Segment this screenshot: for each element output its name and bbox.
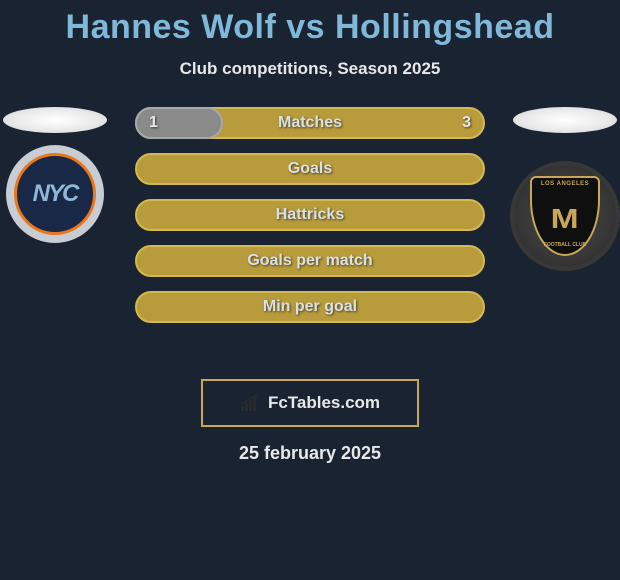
stat-row: Min per goal xyxy=(135,291,485,323)
club-badge-left: NYC xyxy=(6,145,104,243)
stat-label: Hattricks xyxy=(135,199,485,231)
stat-label: Goals per match xyxy=(135,245,485,277)
club-badge-right: LOS ANGELES M FOOTBALL CLUB xyxy=(510,161,620,271)
club-right-wing-icon: M xyxy=(551,205,579,233)
chart-icon xyxy=(240,394,262,412)
player-left-name-pill xyxy=(3,107,107,133)
comparison-content: NYC LOS ANGELES M FOOTBALL CLUB Matches1… xyxy=(0,107,620,367)
player-left-slot: NYC xyxy=(0,107,110,243)
club-right-bottom-text: FOOTBALL CLUB xyxy=(544,242,586,248)
club-badge-right-shield: LOS ANGELES M FOOTBALL CLUB xyxy=(530,176,600,256)
stat-value-left: 1 xyxy=(149,107,158,139)
stat-label: Goals xyxy=(135,153,485,185)
player-right-slot: LOS ANGELES M FOOTBALL CLUB xyxy=(510,107,620,271)
page-title: Hannes Wolf vs Hollingshead xyxy=(0,0,620,47)
stat-row: Hattricks xyxy=(135,199,485,231)
stat-row: Matches1 3 xyxy=(135,107,485,139)
club-right-top-text: LOS ANGELES xyxy=(541,181,589,187)
stat-bars: Matches1 3 Goals Hattricks Goals per match Mi… xyxy=(135,107,485,337)
stat-row: Goals xyxy=(135,153,485,185)
stat-row: Goals per match xyxy=(135,245,485,277)
stat-label: Matches xyxy=(135,107,485,139)
branding-text: FcTables.com xyxy=(268,393,380,413)
stat-value-right: 3 xyxy=(462,107,471,139)
club-badge-left-inner: NYC xyxy=(14,153,96,235)
club-left-abbrev: NYC xyxy=(33,180,78,208)
player-right-name-pill xyxy=(513,107,617,133)
date-text: 25 february 2025 xyxy=(0,443,620,464)
subtitle: Club competitions, Season 2025 xyxy=(0,59,620,79)
branding-box: FcTables.com xyxy=(201,379,419,427)
stat-label: Min per goal xyxy=(135,291,485,323)
